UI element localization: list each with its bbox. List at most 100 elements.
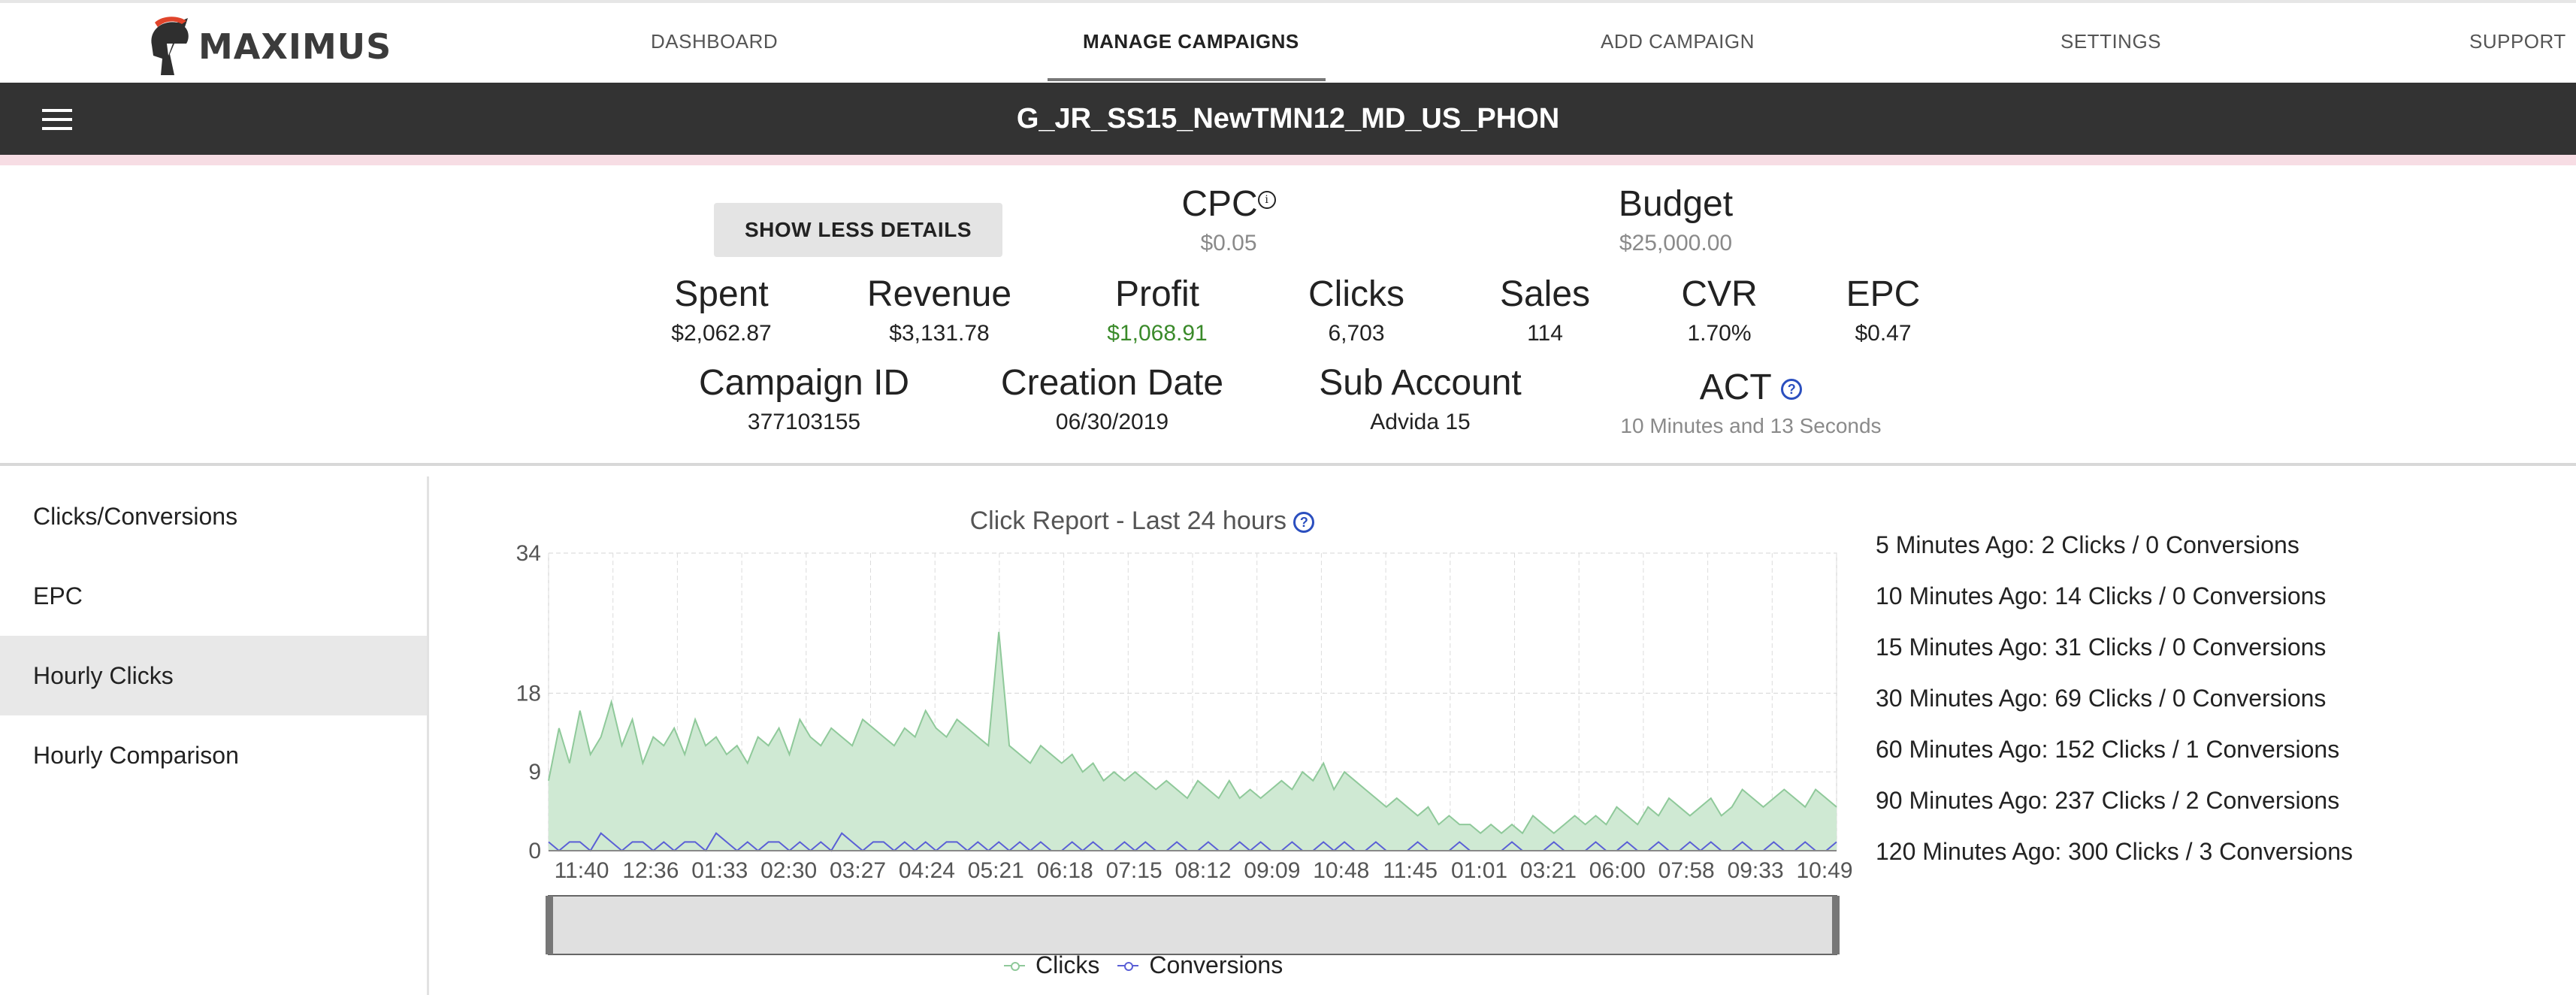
sidebar-item-clicks-conversions[interactable]: Clicks/Conversions (33, 503, 238, 530)
x-tick-label: 12:36 (622, 858, 679, 883)
metric-clicks-label: Clicks (1308, 274, 1404, 314)
report-sidebar: Clicks/Conversions EPC Hourly Clicks Hou… (0, 476, 429, 995)
metric-sales-value: 114 (1527, 321, 1563, 346)
x-tick-label: 10:48 (1313, 858, 1369, 883)
metric-spent-label: Spent (674, 274, 769, 314)
y-tick-label: 34 (516, 541, 541, 566)
campaign-title-bar: G_JR_SS15_NewTMN12_MD_US_PHON (0, 83, 2576, 155)
x-tick-label: 07:15 (1106, 858, 1163, 883)
campaign-title: G_JR_SS15_NewTMN12_MD_US_PHON (1016, 103, 1560, 135)
metric-sales: Sales 114 (1470, 274, 1620, 346)
nav-settings[interactable]: SETTINGS (2060, 30, 2162, 53)
help-icon[interactable]: ? (1293, 512, 1315, 534)
metric-sales-label: Sales (1499, 274, 1591, 314)
metric-cvr: CVR 1.70% (1644, 274, 1794, 346)
metric-profit: Profit $1,068.91 (1067, 274, 1247, 346)
metric-budget: Budget $25,000.00 (1563, 183, 1788, 256)
metric-sub-account: Sub Account Advida 15 (1285, 362, 1556, 435)
metric-campaign-id: Campaign ID 377103155 (661, 362, 947, 435)
legend-conversions-swatch (1117, 960, 1139, 971)
metric-epc: EPC $0.47 (1808, 274, 1958, 346)
y-tick-label: 0 (528, 839, 541, 863)
chart-legend: Clicks Conversions (1004, 951, 1283, 979)
sidebar-item-epc[interactable]: EPC (33, 582, 83, 609)
details-divider (0, 463, 2576, 466)
nav-support[interactable]: SUPPORT (2469, 30, 2566, 53)
metric-act-label: ACT (1699, 367, 1771, 407)
metric-budget-label: Budget (1618, 184, 1734, 224)
top-navigation: MAXIMUS DASHBOARD MANAGE CAMPAIGNS ADD C… (0, 0, 2576, 83)
brand-logo[interactable]: MAXIMUS (144, 17, 392, 77)
active-nav-indicator (1048, 78, 1326, 81)
x-tick-label: 04:24 (899, 858, 955, 883)
metric-creation-date-value: 06/30/2019 (1055, 410, 1169, 434)
recent-stat-10min: 10 Minutes Ago: 14 Clicks / 0 Conversion… (1876, 582, 2327, 609)
accent-strip (0, 155, 2576, 165)
click-report-chart: 0 9 18 34 11:40 12:36 01:33 02:30 03:27 04:24 05:2… (516, 541, 1853, 955)
x-tick-label: 09:33 (1728, 858, 1784, 883)
recent-stat-30min: 30 Minutes Ago: 69 Clicks / 0 Conversion… (1876, 685, 2327, 712)
campaign-details-panel (0, 165, 2576, 466)
range-navigator[interactable] (548, 895, 1837, 955)
nav-dashboard[interactable]: DASHBOARD (651, 30, 779, 53)
x-tick-label: 01:33 (691, 858, 748, 883)
metric-cvr-value: 1.70% (1687, 321, 1752, 346)
metric-sub-account-value: Advida 15 (1370, 410, 1471, 434)
metric-spent: Spent $2,062.87 (631, 274, 812, 346)
recent-stats-list: 5 Minutes Ago: 2 Clicks / 0 Conversions … (1876, 526, 2353, 884)
legend-clicks-label[interactable]: Clicks (1036, 951, 1100, 978)
metric-creation-date-label: Creation Date (1000, 363, 1224, 403)
metric-campaign-id-label: Campaign ID (698, 363, 910, 403)
recent-stat-5min: 5 Minutes Ago: 2 Clicks / 0 Conversions (1876, 531, 2299, 558)
metric-profit-value: $1,068.91 (1107, 321, 1208, 346)
metric-revenue-value: $3,131.78 (889, 321, 990, 346)
legend-conversions-label[interactable]: Conversions (1149, 951, 1283, 978)
range-handle-left[interactable] (546, 896, 553, 954)
x-tick-label: 09:09 (1244, 858, 1300, 883)
metric-cvr-label: CVR (1681, 274, 1758, 314)
sidebar-item-hourly-comparison[interactable]: Hourly Comparison (33, 742, 239, 769)
chart-title-text: Click Report - Last 24 hours (969, 507, 1286, 535)
x-tick-label: 08:12 (1175, 858, 1231, 883)
metric-cpc-label: CPC (1181, 184, 1258, 224)
metric-cpc-value: $0.05 (1200, 231, 1257, 256)
metric-act: ACT ? 10 Minutes and 13 Seconds (1563, 367, 1939, 438)
legend-clicks-swatch (1004, 960, 1025, 971)
metric-spent-value: $2,062.87 (671, 321, 772, 346)
metric-clicks: Clicks 6,703 (1281, 274, 1432, 346)
sidebar-item-hourly-clicks[interactable]: Hourly Clicks (0, 636, 427, 715)
x-tick-label: 10:49 (1796, 858, 1852, 883)
x-tick-label: 03:21 (1520, 858, 1577, 883)
metric-profit-label: Profit (1114, 274, 1200, 314)
metric-act-value: 10 Minutes and 13 Seconds (1620, 414, 1882, 437)
nav-add-campaign[interactable]: ADD CAMPAIGN (1601, 30, 1755, 53)
brand-name: MAXIMUS (198, 26, 392, 67)
x-tick-label: 06:00 (1589, 858, 1646, 883)
recent-stat-120min: 120 Minutes Ago: 300 Clicks / 3 Conversi… (1876, 838, 2353, 865)
chart-title: Click Report - Last 24 hours ? (887, 507, 1398, 536)
show-less-details-button[interactable]: SHOW LESS DETAILS (714, 203, 1002, 257)
x-tick-label: 11:45 (1383, 858, 1438, 883)
y-tick-label: 18 (516, 681, 541, 706)
hamburger-menu-icon[interactable] (42, 109, 72, 130)
x-tick-label: 02:30 (760, 858, 817, 883)
metric-revenue-label: Revenue (866, 274, 1012, 314)
clicks-area (549, 631, 1837, 851)
help-icon[interactable]: ? (1781, 379, 1803, 401)
y-tick-label: 9 (528, 760, 541, 785)
recent-stat-90min: 90 Minutes Ago: 237 Clicks / 2 Conversio… (1876, 787, 2340, 814)
nav-manage-campaigns[interactable]: MANAGE CAMPAIGNS (1083, 30, 1299, 53)
info-icon[interactable]: i (1257, 191, 1276, 209)
x-tick-label: 01:01 (1451, 858, 1507, 883)
spartan-helmet-icon (151, 17, 189, 75)
x-tick-label: 06:18 (1037, 858, 1093, 883)
metric-revenue: Revenue $3,131.78 (849, 274, 1029, 346)
x-tick-label: 03:27 (830, 858, 886, 883)
recent-stat-60min: 60 Minutes Ago: 152 Clicks / 1 Conversio… (1876, 736, 2340, 763)
metric-creation-date: Creation Date 06/30/2019 (977, 362, 1247, 435)
metric-campaign-id-value: 377103155 (747, 410, 861, 434)
metric-sub-account-label: Sub Account (1319, 363, 1522, 403)
range-handle-right[interactable] (1832, 896, 1840, 954)
recent-stat-15min: 15 Minutes Ago: 31 Clicks / 0 Conversion… (1876, 634, 2327, 661)
metric-epc-label: EPC (1846, 274, 1921, 314)
